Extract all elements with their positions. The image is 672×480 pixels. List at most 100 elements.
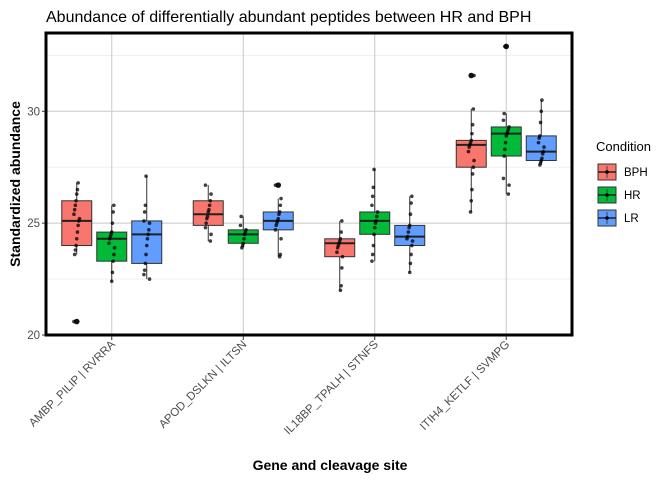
data-point — [110, 270, 115, 275]
data-point — [203, 225, 208, 230]
box — [131, 220, 163, 264]
data-point — [540, 98, 544, 102]
data-point — [279, 237, 283, 241]
x-tick-label: ITIH4_KETLF | SVMPG — [418, 339, 512, 433]
box-group — [262, 182, 294, 259]
data-point — [74, 237, 79, 241]
data-point — [144, 174, 148, 178]
data-point — [146, 232, 150, 237]
y-axis-ticks: 20 25 30 — [27, 106, 45, 342]
box-group — [324, 219, 356, 293]
data-point — [407, 223, 412, 228]
data-point — [244, 228, 248, 232]
data-point — [335, 250, 339, 255]
data-point — [339, 283, 343, 288]
data-point — [470, 187, 474, 192]
data-point — [142, 210, 147, 214]
data-point — [540, 156, 544, 161]
outlier-point — [73, 318, 80, 325]
data-point — [469, 198, 474, 203]
data-point — [208, 198, 213, 203]
data-point — [145, 237, 150, 241]
legend-key-point — [605, 170, 609, 174]
box-group — [359, 167, 391, 263]
box-group — [525, 98, 557, 167]
data-point — [239, 214, 243, 219]
data-point — [73, 203, 78, 208]
data-point — [75, 187, 80, 192]
data-point — [406, 230, 411, 234]
data-point — [409, 252, 413, 257]
data-point — [74, 198, 78, 203]
chart-title: Abundance of differentially abundant pep… — [46, 9, 531, 26]
data-point — [339, 230, 343, 234]
data-point — [278, 252, 283, 257]
data-point — [502, 154, 506, 158]
data-point — [277, 210, 282, 214]
data-point — [208, 239, 213, 243]
data-point — [539, 109, 544, 114]
data-point — [502, 111, 506, 116]
data-point — [112, 245, 117, 250]
data-point — [142, 219, 146, 223]
data-point — [536, 140, 541, 145]
data-point — [372, 225, 377, 230]
data-point — [76, 181, 80, 185]
data-point — [408, 261, 413, 266]
data-point — [142, 268, 147, 272]
data-point — [472, 73, 476, 78]
data-point — [370, 259, 374, 263]
data-point — [204, 221, 208, 225]
data-point — [209, 232, 213, 237]
y-tick-label: 20 — [27, 330, 40, 342]
x-tick-label: AMBP_PILIP | RVRRA — [27, 338, 118, 429]
data-point — [471, 107, 476, 111]
data-point — [340, 219, 344, 223]
data-point — [410, 194, 414, 199]
legend-label: LR — [624, 213, 639, 225]
data-point — [109, 230, 114, 234]
data-point — [375, 214, 379, 219]
box-group — [131, 174, 163, 281]
data-point — [542, 145, 546, 149]
data-point — [370, 203, 374, 208]
data-point — [370, 252, 375, 257]
data-point — [77, 216, 82, 221]
data-point — [203, 183, 208, 187]
x-axis-title: Gene and cleavage site — [253, 457, 408, 473]
data-point — [242, 237, 246, 241]
box-group — [61, 181, 93, 325]
data-point — [506, 192, 511, 196]
data-point — [143, 261, 148, 266]
legend-key-point — [605, 193, 609, 197]
outlier-point — [468, 72, 475, 79]
data-point — [276, 216, 281, 221]
grid-lines — [46, 33, 572, 336]
legend-key-point — [605, 216, 609, 220]
data-point — [340, 266, 344, 270]
data-point — [207, 207, 211, 212]
data-point — [144, 252, 148, 257]
data-point — [541, 149, 546, 154]
data-point — [72, 207, 77, 212]
data-point — [340, 254, 345, 259]
box — [227, 229, 259, 244]
data-point — [503, 147, 507, 152]
data-point — [408, 212, 413, 216]
x-axis-ticks: AMBP_PILIP | RVRRA APOD_DSLKN | ILTSN IL18… — [27, 336, 512, 437]
data-point — [111, 210, 115, 214]
data-point — [74, 192, 79, 196]
data-point — [507, 125, 511, 129]
data-point — [372, 167, 376, 172]
data-point — [238, 223, 243, 228]
data-point — [72, 212, 76, 216]
data-point — [273, 183, 278, 187]
data-point — [405, 234, 410, 239]
data-point — [470, 131, 474, 136]
data-point — [112, 252, 116, 257]
box-group — [394, 194, 426, 275]
data-point — [470, 122, 475, 127]
data-point — [338, 237, 343, 241]
data-point — [207, 203, 212, 208]
